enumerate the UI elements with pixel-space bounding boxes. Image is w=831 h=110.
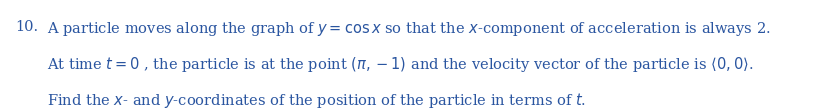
Text: 10.: 10. xyxy=(15,20,38,34)
Text: At time $t = 0$ , the particle is at the point $(\pi, -1)$ and the velocity vect: At time $t = 0$ , the particle is at the… xyxy=(47,55,754,74)
Text: A particle moves along the graph of $y = \cos x$ so that the $x$-component of ac: A particle moves along the graph of $y =… xyxy=(47,20,771,38)
Text: Find the $x$- and $y$-coordinates of the position of the particle in terms of $t: Find the $x$- and $y$-coordinates of the… xyxy=(47,91,587,110)
